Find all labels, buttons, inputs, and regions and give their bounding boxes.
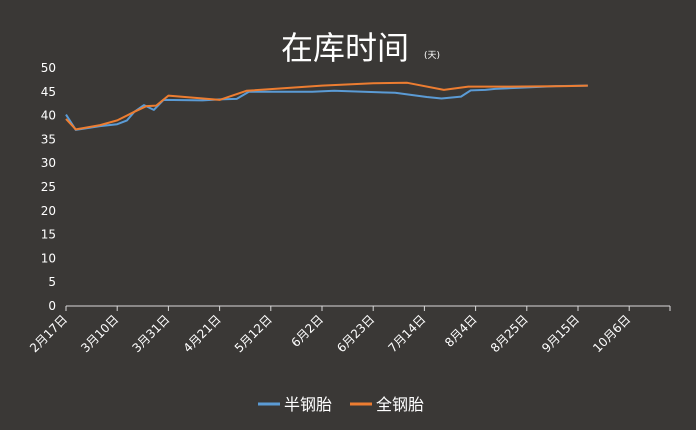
x-tick-label: 10月6日 [590, 312, 633, 355]
y-tick-label: 25 [41, 180, 56, 194]
series-line [65, 84, 588, 131]
legend-label: 半钢胎 [284, 395, 332, 414]
x-tick-label: 8月25日 [488, 312, 531, 355]
x-tick-label: 4月21日 [181, 312, 224, 355]
x-tick-label: 6月2日 [288, 312, 326, 350]
series-line [65, 81, 588, 131]
x-tick-label: 5月12日 [232, 312, 275, 355]
legend-label: 全钢胎 [376, 395, 424, 414]
y-tick-label: 15 [41, 228, 56, 242]
chart-title-group: 在库时间 (天) [281, 29, 440, 67]
x-tick-label: 6月23日 [334, 312, 377, 355]
y-tick-label: 0 [48, 299, 56, 313]
y-tick-label: 30 [41, 156, 56, 170]
y-tick-label: 20 [41, 204, 56, 218]
y-tick-label: 45 [41, 85, 56, 99]
chart-title-unit: (天) [424, 51, 440, 61]
x-tick-label: 3月10日 [78, 312, 121, 355]
y-tick-label: 40 [41, 109, 56, 123]
x-tick-label: 3月31日 [129, 312, 172, 355]
y-tick-label: 5 [48, 275, 56, 289]
x-tick-label: 2月17日 [27, 312, 70, 355]
y-axis: 0 5 10 15 20 25 30 35 40 45 50 [41, 61, 56, 313]
legend: 半钢胎 全钢胎 [258, 395, 424, 414]
x-tick-label: 9月15日 [539, 312, 582, 355]
x-axis: 2月17日 3月10日 3月31日 4月21日 5月12日 6月2日 6月23日 7月14日 8… [27, 305, 671, 355]
y-tick-label: 50 [41, 61, 56, 75]
x-tick-label: 8月4日 [442, 312, 480, 350]
series-layer [65, 81, 588, 131]
y-tick-label: 10 [41, 251, 56, 265]
chart-title: 在库时间 [281, 29, 409, 67]
x-tick-label: 7月14日 [385, 312, 428, 355]
y-tick-label: 35 [41, 132, 56, 146]
